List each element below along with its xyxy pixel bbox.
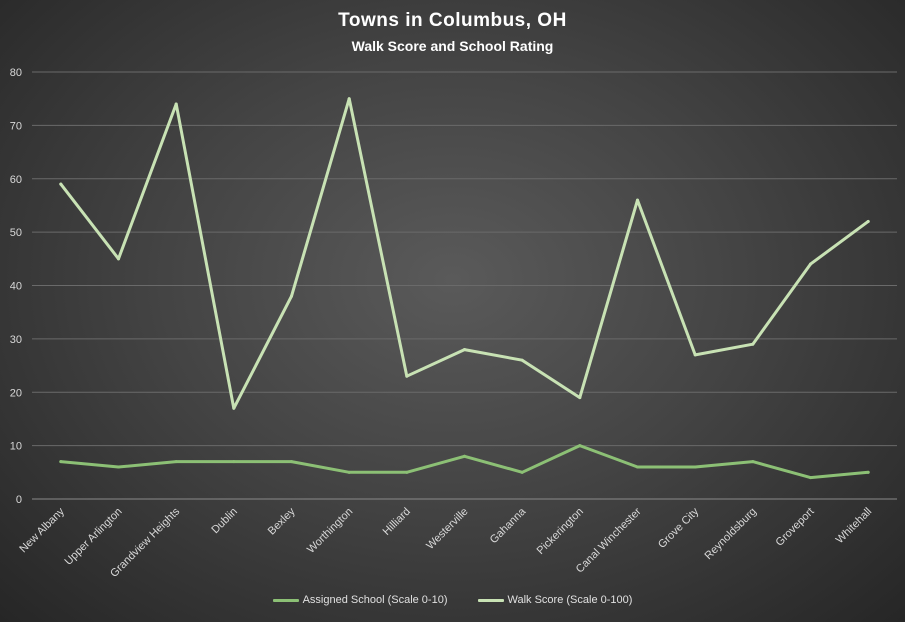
x-tick-label: New Albany (17, 505, 67, 555)
data-point (520, 358, 524, 362)
data-point (751, 460, 755, 464)
x-tick-label: Bexley (266, 505, 298, 537)
legend: Assigned School (Scale 0-10) Walk Score (… (0, 594, 905, 606)
x-tick-label: Grove City (656, 505, 702, 551)
data-point (290, 294, 293, 298)
data-point (578, 396, 582, 400)
x-tick-label: Groveport (774, 506, 817, 549)
x-tick-label: Worthington (305, 506, 355, 556)
x-tick-label: Pickerington (535, 506, 586, 557)
data-point (347, 97, 351, 101)
data-point (290, 460, 293, 464)
y-tick-label: 70 (10, 120, 22, 132)
data-point (59, 182, 63, 186)
data-point (232, 406, 236, 410)
data-point (520, 470, 524, 474)
y-tick-label: 20 (10, 387, 22, 399)
data-point (59, 460, 63, 464)
y-tick-label: 40 (10, 281, 22, 293)
data-point (866, 219, 870, 223)
series-line-1 (59, 97, 870, 410)
x-tick-label: Reynoldsburg (702, 506, 758, 562)
x-tick-label: Gahanna (488, 505, 529, 546)
y-tick-label: 80 (10, 67, 22, 79)
data-point (117, 465, 120, 469)
data-point (405, 470, 409, 474)
legend-label: Walk Score (Scale 0-100) (507, 594, 633, 606)
data-point (693, 353, 697, 357)
legend-item: Walk Score (Scale 0-100) (477, 594, 633, 606)
chart-title: Towns in Columbus, OH (338, 10, 567, 31)
data-point (809, 476, 812, 480)
x-tick-label: Whitehall (834, 506, 874, 546)
data-point (117, 257, 120, 261)
data-point (636, 198, 639, 202)
chart-subtitle: Walk Score and School Rating (351, 38, 554, 54)
x-tick-label: Dublin (209, 506, 240, 537)
y-tick-label: 0 (16, 494, 22, 506)
legend-swatch (272, 598, 299, 602)
legend-swatch (477, 598, 504, 602)
x-tick-label: Upper Arlington (63, 506, 125, 568)
data-point (636, 465, 639, 469)
y-tick-label: 60 (10, 174, 22, 186)
y-tick-label: 50 (10, 227, 22, 239)
x-tick-label: Hilliard (381, 506, 413, 538)
data-point (693, 465, 697, 469)
x-tick-label: Canal Winchester (574, 505, 644, 575)
x-tick-label: Westerville (424, 506, 470, 552)
data-point (232, 460, 236, 464)
data-point (405, 374, 409, 378)
series-line-0 (59, 444, 870, 480)
data-point (751, 342, 755, 346)
legend-label: Assigned School (Scale 0-10) (302, 594, 448, 606)
legend-item: Assigned School (Scale 0-10) (272, 594, 448, 606)
data-point (578, 444, 582, 448)
data-point (347, 470, 351, 474)
y-tick-label: 30 (10, 334, 22, 346)
data-point (174, 460, 178, 464)
data-point (809, 262, 812, 266)
y-tick-label: 10 (10, 441, 22, 453)
data-point (174, 102, 178, 106)
data-point (463, 348, 466, 352)
data-point (463, 454, 466, 458)
data-point (866, 470, 870, 474)
